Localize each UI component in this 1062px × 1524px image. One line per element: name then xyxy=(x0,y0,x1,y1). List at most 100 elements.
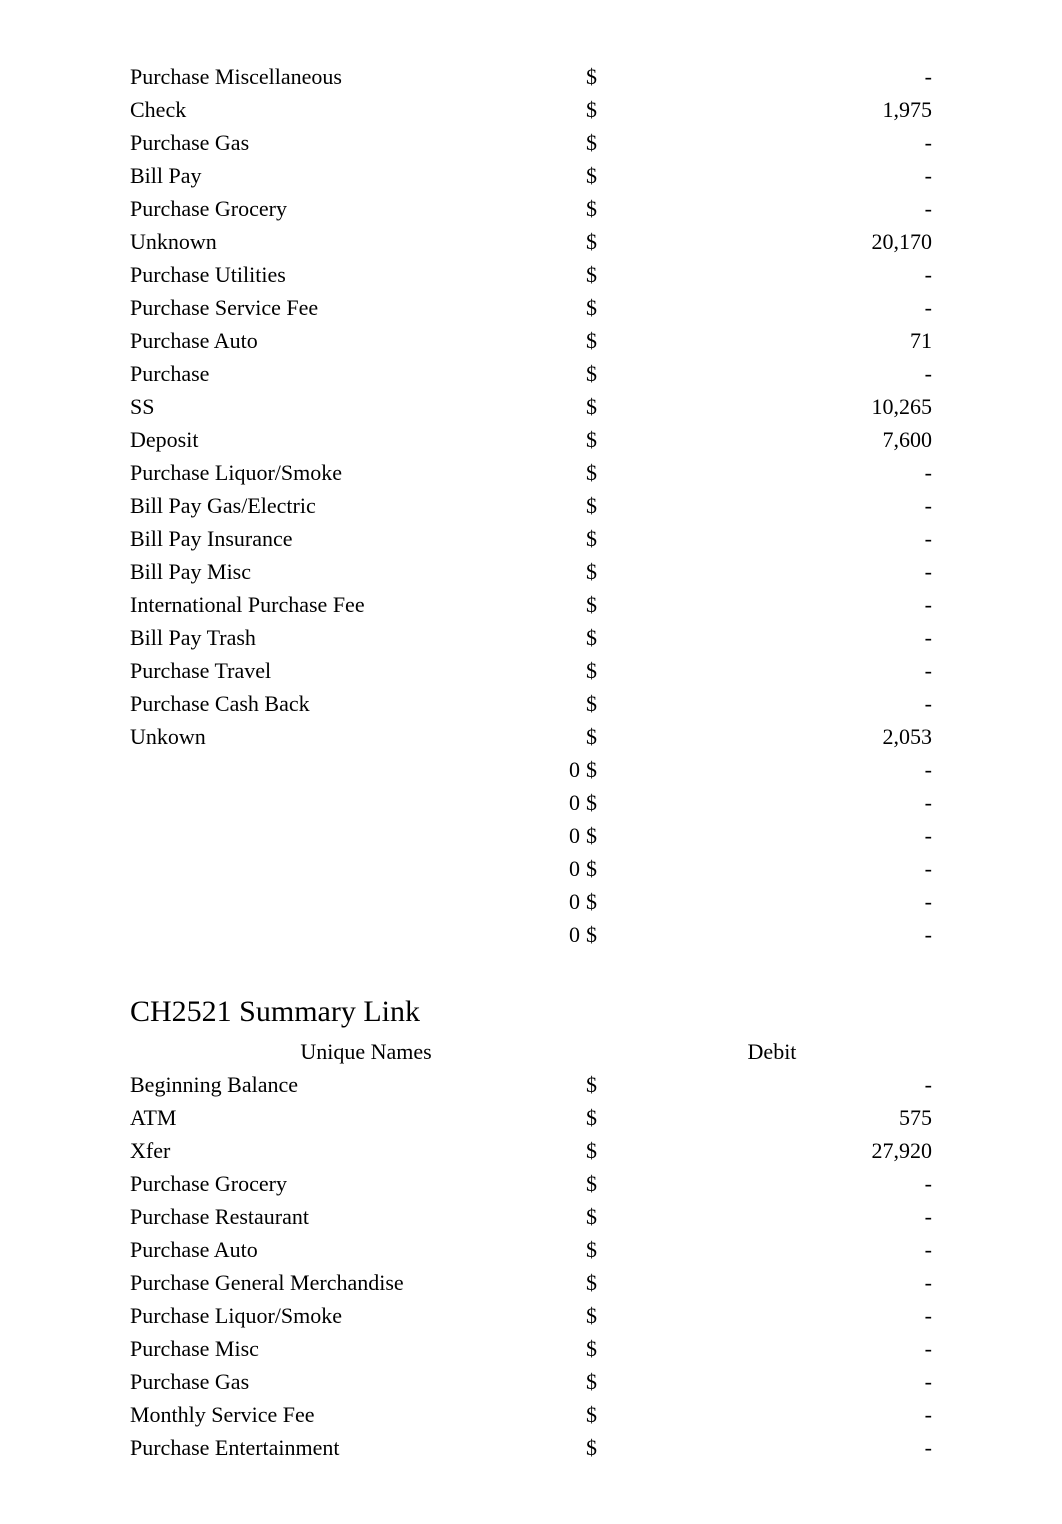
row-label: Purchase Gas xyxy=(130,126,530,159)
row-dollar: $ xyxy=(586,621,608,654)
row-dollar: $ xyxy=(586,456,608,489)
row-dollar: $ xyxy=(586,1398,608,1431)
row-label: Purchase Auto xyxy=(130,1233,530,1266)
row-amount: - xyxy=(608,885,942,918)
row-amount: - xyxy=(608,918,942,951)
row-label: Purchase Gas xyxy=(130,1365,530,1398)
row-dollar: $ xyxy=(586,1299,608,1332)
row-dollar: $ xyxy=(586,1167,608,1200)
row-dollar: $ xyxy=(586,60,608,93)
table-row: Unknown$20,170 xyxy=(130,225,942,258)
row-amount: - xyxy=(608,522,942,555)
row-label: Bill Pay Insurance xyxy=(130,522,530,555)
row-amount: - xyxy=(608,60,942,93)
table-row: Purchase Gas$- xyxy=(130,1365,942,1398)
table-row: Beginning Balance $- xyxy=(130,1068,942,1101)
page: Purchase Miscellaneous$-Check$1,975Purch… xyxy=(0,0,1062,1524)
row-dollar: $ xyxy=(586,720,608,753)
row-dollar: $ xyxy=(586,489,608,522)
row-dollar: $ xyxy=(586,1101,608,1134)
row-dollar: $ xyxy=(586,357,608,390)
table-row: Purchase Grocery$- xyxy=(130,192,942,225)
row-label: Purchase Service Fee xyxy=(130,291,530,324)
table-row: Purchase Grocery $- xyxy=(130,1167,942,1200)
row-amount: - xyxy=(608,357,942,390)
row-label: Check xyxy=(130,93,530,126)
row-label: Unknown xyxy=(130,225,530,258)
table-row: Bill Pay Gas/Electric$- xyxy=(130,489,942,522)
table-row: Deposit$7,600 xyxy=(130,423,942,456)
row-dollar: $ xyxy=(586,93,608,126)
row-amount: - xyxy=(608,159,942,192)
table-row: Purchase Liquor/Smoke $- xyxy=(130,1299,942,1332)
row-amount: - xyxy=(608,588,942,621)
row-dollar: $ xyxy=(586,390,608,423)
row-amount: 10,265 xyxy=(608,390,942,423)
row-label: Purchase Auto xyxy=(130,324,530,357)
row-zero: 0 xyxy=(530,819,586,852)
row-dollar: $ xyxy=(586,753,608,786)
row-amount: - xyxy=(608,654,942,687)
table-row: Unkown$2,053 xyxy=(130,720,942,753)
row-zero: 0 xyxy=(530,852,586,885)
table-row: Monthly Service Fee$- xyxy=(130,1398,942,1431)
row-amount: - xyxy=(608,555,942,588)
row-label: Bill Pay Misc xyxy=(130,555,530,588)
row-dollar: $ xyxy=(586,126,608,159)
row-label: Purchase Miscellaneous xyxy=(130,60,530,93)
row-amount: 575 xyxy=(608,1101,942,1134)
row-amount: - xyxy=(608,1068,942,1101)
row-amount: - xyxy=(608,1233,942,1266)
row-zero: 0 xyxy=(530,885,586,918)
row-label: Beginning Balance xyxy=(130,1068,530,1101)
row-dollar: $ xyxy=(586,918,608,951)
table-row: Purchase Restaurant$- xyxy=(130,1200,942,1233)
row-label: Purchase Liquor/Smoke xyxy=(130,1299,530,1332)
row-label: Purchase General Merchandise xyxy=(130,1266,530,1299)
row-dollar: $ xyxy=(586,1431,608,1464)
row-dollar: $ xyxy=(586,291,608,324)
row-amount: - xyxy=(608,291,942,324)
row-dollar: $ xyxy=(586,324,608,357)
row-label: Purchase Entertainment xyxy=(130,1431,530,1464)
row-amount: - xyxy=(608,852,942,885)
row-label: Purchase Grocery xyxy=(130,1167,530,1200)
row-amount: - xyxy=(608,1299,942,1332)
row-amount: - xyxy=(608,126,942,159)
row-amount: 7,600 xyxy=(608,423,942,456)
table-row: 0$- xyxy=(130,918,942,951)
row-amount: 71 xyxy=(608,324,942,357)
table-row: Bill Pay Insurance$- xyxy=(130,522,942,555)
row-label: Purchase Restaurant xyxy=(130,1200,530,1233)
table-row: Purchase Service Fee $- xyxy=(130,291,942,324)
row-dollar: $ xyxy=(586,1068,608,1101)
row-dollar: $ xyxy=(586,786,608,819)
table-row: Check $1,975 xyxy=(130,93,942,126)
row-amount: 2,053 xyxy=(608,720,942,753)
table-row: Purchase Gas $- xyxy=(130,126,942,159)
row-amount: - xyxy=(608,687,942,720)
row-dollar: $ xyxy=(586,1233,608,1266)
row-label: Purchase xyxy=(130,357,530,390)
row-amount: - xyxy=(608,1365,942,1398)
row-label: ATM xyxy=(130,1101,530,1134)
table-row: Purchase Auto $71 xyxy=(130,324,942,357)
row-amount: 1,975 xyxy=(608,93,942,126)
row-dollar: $ xyxy=(586,192,608,225)
row-amount: - xyxy=(608,1167,942,1200)
table-row: Purchase Misc$- xyxy=(130,1332,942,1365)
row-amount: 27,920 xyxy=(608,1134,942,1167)
row-label: Bill Pay Trash xyxy=(130,621,530,654)
row-dollar: $ xyxy=(586,687,608,720)
section2-title: CH2521 Summary Link xyxy=(130,995,942,1029)
row-label: Bill Pay xyxy=(130,159,530,192)
row-amount: - xyxy=(608,819,942,852)
row-dollar: $ xyxy=(586,159,608,192)
table-row: International Purchase Fee$- xyxy=(130,588,942,621)
table-row: 0$- xyxy=(130,819,942,852)
row-amount: - xyxy=(608,1431,942,1464)
row-amount: - xyxy=(608,1200,942,1233)
row-zero: 0 xyxy=(530,786,586,819)
table-row: Bill Pay $- xyxy=(130,159,942,192)
table-row: 0$- xyxy=(130,885,942,918)
